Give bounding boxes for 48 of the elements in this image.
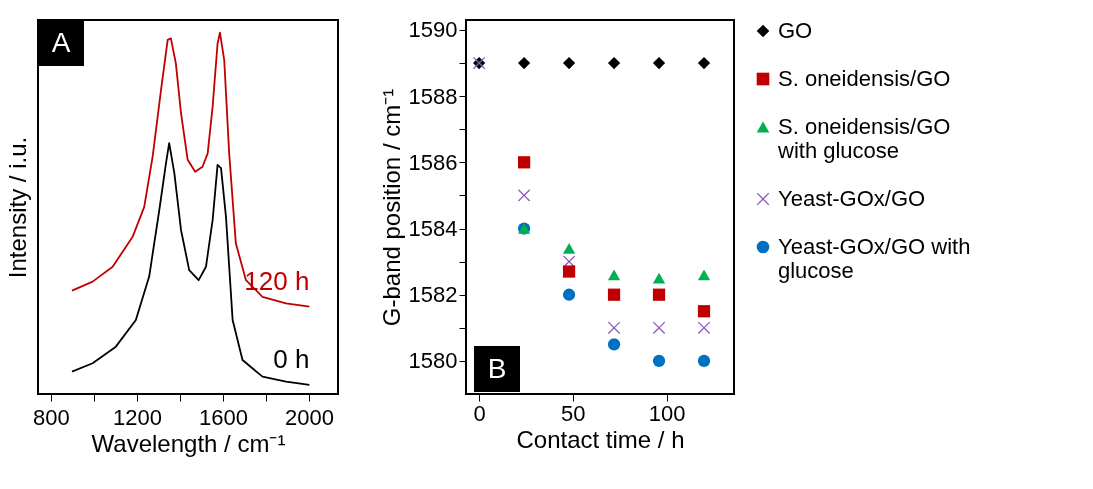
point <box>562 56 576 70</box>
point <box>607 321 621 334</box>
legend-label: S. oneidensis/GO with glucose <box>777 114 951 163</box>
legend-label: S. oneidensis/GO <box>778 66 951 91</box>
x-tick-label: 0 <box>473 400 486 426</box>
x-tick-label: 1200 <box>112 404 162 430</box>
y-tick-label: 1586 <box>408 149 458 175</box>
legend-label: Yeast-GOx/GO with glucose <box>778 234 971 283</box>
legend-label: Yeast-GOx/GO <box>778 186 926 211</box>
x-tick-label: 2000 <box>284 404 334 430</box>
annotation: 120 h <box>244 265 310 296</box>
point <box>697 56 711 70</box>
point <box>607 338 621 351</box>
annotation: B <box>487 353 507 384</box>
point <box>652 354 666 368</box>
point <box>697 354 711 368</box>
annotation: 0 h <box>273 343 310 374</box>
point <box>562 265 576 278</box>
annotation: A <box>51 27 71 58</box>
point <box>652 272 666 284</box>
x-tick-label: 100 <box>648 400 686 426</box>
x-axis-title: Wavelength / cm⁻¹ <box>91 429 286 457</box>
point <box>607 288 621 301</box>
point <box>562 243 576 254</box>
y-tick-label: 1590 <box>408 17 458 43</box>
point <box>697 269 711 281</box>
point <box>652 321 666 334</box>
y-tick-label: 1582 <box>408 282 458 308</box>
legend-label: GO <box>778 18 813 43</box>
point <box>562 288 576 301</box>
point <box>607 56 621 70</box>
y-tick-label: 1580 <box>408 348 458 374</box>
point <box>652 288 666 301</box>
x-axis-title: Contact time / h <box>516 425 685 453</box>
x-tick-label: 50 <box>561 400 586 426</box>
point <box>517 189 531 202</box>
x-tick-label: 800 <box>33 404 70 430</box>
x-tick-label: 1600 <box>198 404 248 430</box>
y-tick-label: 1588 <box>408 83 458 109</box>
point <box>607 269 621 281</box>
y-axis-title: Intensity / i.u. <box>3 136 31 279</box>
point <box>652 56 666 70</box>
y-tick-label: 1584 <box>408 216 458 242</box>
point <box>697 321 711 334</box>
point <box>517 156 531 169</box>
y-axis-title: G-band position / cm⁻¹ <box>377 88 405 327</box>
point <box>517 56 531 70</box>
point <box>697 305 711 318</box>
